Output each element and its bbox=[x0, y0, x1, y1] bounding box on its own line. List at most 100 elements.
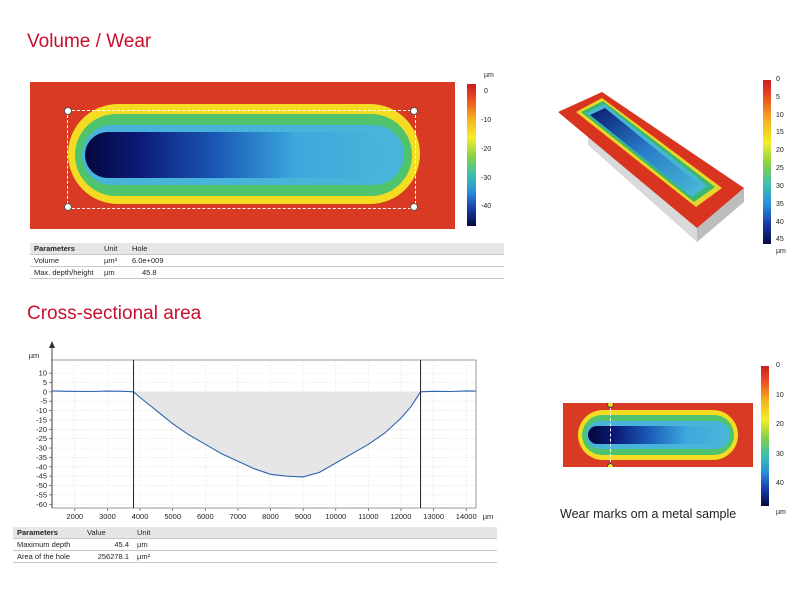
y-tick-label: 0 bbox=[43, 387, 47, 396]
x-tick-label: 4000 bbox=[132, 512, 149, 521]
param-value: 6.0e+009 bbox=[128, 254, 504, 267]
colorbar-3d bbox=[763, 80, 771, 244]
colorbar-3d-tick: 45 bbox=[776, 236, 784, 243]
profile-handle-bottom[interactable] bbox=[607, 463, 614, 467]
colorbar-3d-tick: 10 bbox=[776, 112, 784, 119]
x-tick-label: 11000 bbox=[358, 512, 378, 521]
y-tick-label: -15 bbox=[36, 415, 47, 424]
x-axis-unit: µm bbox=[483, 512, 494, 521]
param-name: Max. depth/height bbox=[30, 266, 100, 279]
wear-heatmap-deep-zone bbox=[85, 132, 385, 178]
y-tick-label: -5 bbox=[40, 397, 47, 406]
table-row: Area of the hole 256278.1 µm² bbox=[13, 550, 497, 563]
x-tick-label: 2000 bbox=[66, 512, 83, 521]
profile-handle-top[interactable] bbox=[607, 403, 614, 408]
block-side-face bbox=[697, 188, 744, 242]
y-tick-label: -50 bbox=[36, 481, 47, 490]
volume-parameters-table: Parameters Unit Hole Volume µm³ 6.0e+009… bbox=[30, 243, 504, 279]
x-tick-label: 3000 bbox=[99, 512, 116, 521]
wear-heatmap-2d bbox=[30, 82, 455, 229]
header-value: Value bbox=[83, 527, 133, 539]
y-tick-label: -40 bbox=[36, 462, 47, 471]
colorbar-3d-tick: 0 bbox=[776, 76, 780, 83]
y-tick-label: -55 bbox=[36, 490, 47, 499]
header-parameters: Parameters bbox=[13, 527, 83, 539]
colorbar-3d-tick: 15 bbox=[776, 129, 784, 136]
x-tick-label: 6000 bbox=[197, 512, 214, 521]
small-heatmap-deep bbox=[588, 426, 724, 444]
x-tick-label: 12000 bbox=[391, 512, 412, 521]
cross-section-title: Cross-sectional area bbox=[27, 303, 202, 324]
figure-caption: Wear marks om a metal sample bbox=[560, 507, 737, 521]
colorbar-3d-tick: 25 bbox=[776, 165, 784, 172]
selection-handle-tl[interactable] bbox=[64, 107, 72, 115]
param-name: Area of the hole bbox=[13, 550, 83, 563]
header-unit: Unit bbox=[133, 527, 497, 539]
colorbar-3d-tick: 30 bbox=[776, 183, 784, 190]
colorbar-small-tick: 20 bbox=[776, 421, 784, 428]
selection-handle-tr[interactable] bbox=[410, 107, 418, 115]
x-tick-label: 8000 bbox=[262, 512, 279, 521]
header-unit: Unit bbox=[100, 243, 128, 255]
colorbar-small-tick: 0 bbox=[776, 362, 780, 369]
y-tick-label: -35 bbox=[36, 453, 47, 462]
param-unit: µm bbox=[133, 538, 497, 551]
param-value: 45.4 bbox=[83, 538, 133, 551]
colorbar-main-unit: µm bbox=[484, 72, 494, 79]
colorbar-main bbox=[467, 84, 476, 226]
x-tick-label: 7000 bbox=[230, 512, 247, 521]
x-tick-label: 10000 bbox=[325, 512, 346, 521]
colorbar-small-unit: µm bbox=[776, 509, 786, 516]
y-tick-label: -30 bbox=[36, 444, 47, 453]
colorbar-main-tick: -10 bbox=[481, 117, 492, 124]
param-unit: µm bbox=[100, 266, 128, 279]
colorbar-3d-tick: 20 bbox=[776, 147, 784, 154]
param-unit: µm³ bbox=[100, 254, 128, 267]
colorbar-3d-unit: µm bbox=[776, 248, 786, 255]
groove-deep bbox=[590, 108, 700, 192]
selection-box[interactable] bbox=[67, 110, 416, 209]
colorbar-3d-tick: 35 bbox=[776, 201, 784, 208]
selection-handle-bl[interactable] bbox=[64, 203, 72, 211]
y-tick-label: -20 bbox=[36, 425, 47, 434]
param-unit: µm² bbox=[133, 550, 497, 563]
profile-line bbox=[51, 390, 477, 478]
colorbar-main-tick: -40 bbox=[481, 203, 492, 210]
y-axis-arrow bbox=[49, 341, 55, 348]
table-header-row: Parameters Unit Hole bbox=[30, 243, 504, 255]
x-tick-label: 9000 bbox=[295, 512, 312, 521]
colorbar-main-tick: -20 bbox=[481, 146, 492, 153]
hole-area-fill bbox=[133, 391, 421, 477]
table-row: Maximum depth 45.4 µm bbox=[13, 538, 497, 551]
colorbar-3d-tick: 5 bbox=[776, 94, 780, 101]
selection-handle-br[interactable] bbox=[410, 203, 418, 211]
header-hole: Hole bbox=[128, 243, 504, 255]
table-header-row: Parameters Value Unit bbox=[13, 527, 497, 539]
table-row: Max. depth/height µm 45.8 bbox=[30, 266, 504, 279]
y-axis-label: µm bbox=[29, 351, 40, 360]
colorbar-main-tick: 0 bbox=[484, 88, 488, 95]
y-tick-label: -10 bbox=[36, 406, 47, 415]
cross-parameters-table: Parameters Value Unit Maximum depth 45.4… bbox=[13, 527, 497, 563]
colorbar-small bbox=[761, 366, 769, 506]
colorbar-main-tick: -30 bbox=[481, 175, 492, 182]
param-value: 45.8 bbox=[128, 266, 504, 279]
y-tick-label: 5 bbox=[43, 378, 47, 387]
y-tick-label: 10 bbox=[39, 369, 47, 378]
volume-wear-title: Volume / Wear bbox=[27, 31, 152, 52]
y-tick-label: -45 bbox=[36, 472, 47, 481]
param-value: 256278.1 bbox=[83, 550, 133, 563]
param-name: Maximum depth bbox=[13, 538, 83, 551]
profile-line-marker[interactable] bbox=[610, 403, 611, 467]
y-tick-label: -60 bbox=[36, 500, 47, 509]
param-name: Volume bbox=[30, 254, 100, 267]
colorbar-small-tick: 30 bbox=[776, 451, 784, 458]
x-tick-label: 13000 bbox=[423, 512, 444, 521]
wear-3d-view bbox=[558, 92, 744, 242]
colorbar-3d-tick: 40 bbox=[776, 219, 784, 226]
colorbar-small-tick: 10 bbox=[776, 392, 784, 399]
wear-heatmap-small bbox=[563, 403, 753, 467]
header-parameters: Parameters bbox=[30, 243, 100, 255]
x-tick-label: 14000 bbox=[456, 512, 477, 521]
